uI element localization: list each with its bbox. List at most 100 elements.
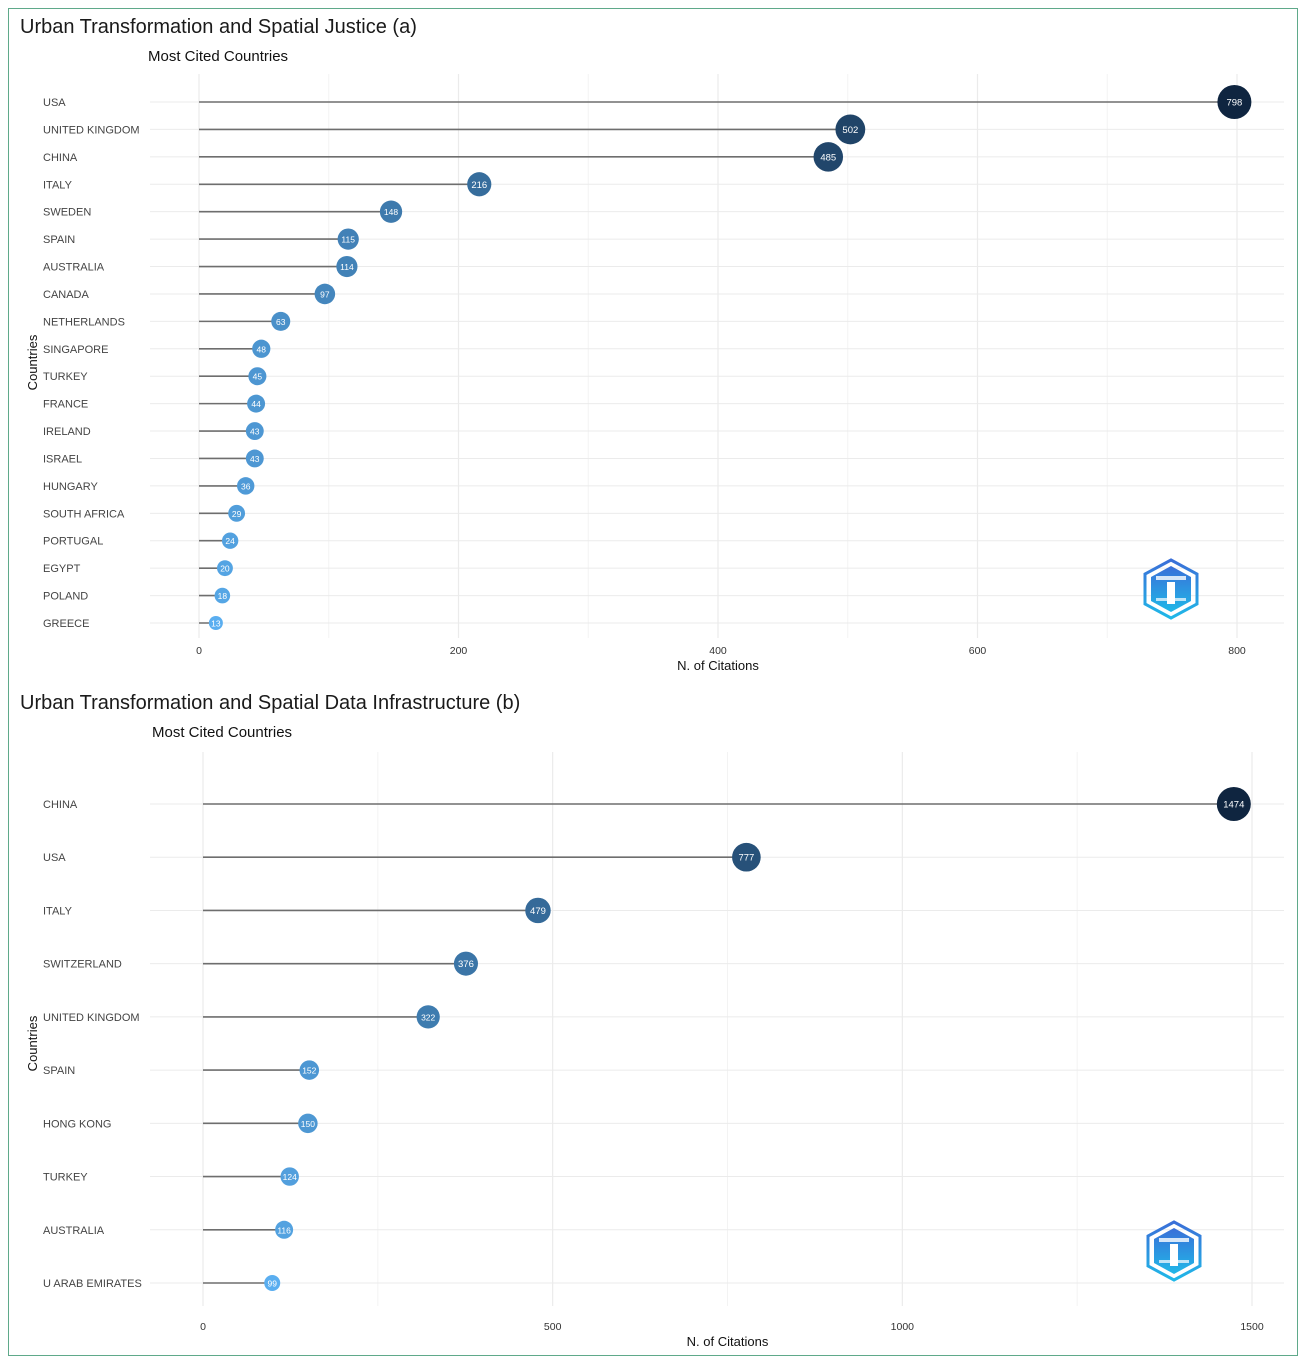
value-label: 216: [471, 180, 487, 191]
panel-b-subtitle: Most Cited Countries: [152, 724, 293, 741]
category-label: FRANCE: [43, 399, 88, 411]
hexagon-lighthouse-logo-icon: [1146, 1220, 1202, 1282]
category-label: PORTUGAL: [43, 536, 103, 548]
panel-a-title: Urban Transformation and Spatial Justice…: [20, 16, 417, 38]
value-label: 99: [267, 1279, 277, 1289]
value-label: 322: [421, 1012, 435, 1022]
category-label: CANADA: [43, 289, 90, 301]
value-label: 798: [1226, 98, 1242, 109]
x-tick-label: 0: [196, 645, 202, 657]
x-tick-label: 500: [544, 1321, 562, 1333]
value-label: 1474: [1223, 800, 1244, 811]
x-tick-label: 0: [200, 1321, 206, 1333]
category-label: SWITZERLAND: [43, 959, 122, 971]
value-label: 18: [218, 591, 228, 601]
category-label: SOUTH AFRICA: [43, 508, 125, 520]
category-label: HONG KONG: [43, 1118, 111, 1130]
lollipop-dot: [228, 504, 246, 522]
y-axis-label: Countries: [25, 1015, 40, 1071]
x-tick-label: 200: [450, 645, 468, 657]
lollipop-dot: [280, 1167, 299, 1186]
lollipop-dot: [467, 172, 492, 197]
value-label: 116: [277, 1225, 291, 1235]
lollipop-dot: [247, 394, 266, 413]
value-label: 376: [458, 959, 474, 970]
value-label: 45: [253, 372, 263, 382]
x-tick-label: 1500: [1240, 1321, 1264, 1333]
lollipop-dot: [245, 449, 264, 468]
value-label: 63: [276, 317, 286, 327]
y-axis-label: Countries: [25, 334, 40, 390]
x-axis-label: N. of Citations: [687, 1334, 769, 1349]
value-label: 485: [820, 152, 836, 163]
value-label: 36: [241, 481, 251, 491]
category-label: NETHERLANDS: [43, 316, 125, 328]
hexagon-lighthouse-logo-icon: [1143, 558, 1199, 620]
panel-b-title: Urban Transformation and Spatial Data In…: [20, 692, 521, 714]
lollipop-dot: [525, 897, 551, 924]
value-label: 13: [211, 619, 221, 629]
x-tick-label: 600: [969, 645, 987, 657]
category-label: SWEDEN: [43, 207, 91, 219]
value-label: 150: [301, 1119, 315, 1129]
lollipop-dot: [337, 228, 359, 250]
category-label: ITALY: [43, 905, 73, 917]
category-label: CHINA: [43, 799, 78, 811]
lollipop-dot: [252, 339, 271, 358]
x-axis-label: N. of Citations: [677, 658, 759, 673]
category-label: AUSTRALIA: [43, 262, 105, 274]
value-label: 43: [250, 427, 260, 437]
value-label: 479: [530, 906, 546, 917]
lollipop-dot: [453, 951, 478, 976]
category-label: CHINA: [43, 152, 78, 164]
value-label: 124: [283, 1172, 297, 1182]
lollipop-dot: [245, 422, 264, 441]
value-label: 48: [257, 344, 267, 354]
value-label: 20: [220, 564, 230, 574]
lollipop-dot: [314, 283, 336, 305]
category-label: USA: [43, 852, 66, 864]
lollipop-dot: [835, 114, 866, 145]
value-label: 44: [251, 399, 261, 409]
value-label: 24: [225, 536, 235, 546]
value-label: 97: [320, 289, 330, 299]
lollipop-dot: [217, 560, 233, 577]
lollipop-dot: [275, 1220, 294, 1239]
value-label: 148: [384, 207, 398, 217]
x-tick-label: 1000: [891, 1321, 915, 1333]
category-label: SINGAPORE: [43, 344, 108, 356]
lollipop-dot: [813, 142, 844, 172]
lollipop-dot: [221, 532, 239, 549]
value-label: 777: [738, 853, 754, 864]
category-label: ISRAEL: [43, 453, 82, 465]
category-label: SPAIN: [43, 234, 75, 246]
lollipop-dot: [416, 1005, 440, 1029]
category-label: UNITED KINGDOM: [43, 1012, 140, 1024]
category-label: SPAIN: [43, 1065, 75, 1077]
lollipop-dot: [264, 1275, 281, 1291]
lollipop-dot: [236, 477, 255, 495]
lollipop-dot: [299, 1060, 320, 1080]
lollipop-dot: [1217, 85, 1252, 119]
lollipop-dot: [214, 587, 231, 604]
category-label: TURKEY: [43, 371, 88, 383]
category-label: ITALY: [43, 179, 73, 191]
lollipop-dot: [732, 842, 761, 872]
figure-frame: [8, 8, 1298, 1356]
chart-a: 0 200 400 600 800 N. of Citations Countries USA…: [25, 74, 1284, 673]
category-label: USA: [43, 97, 66, 109]
category-label: U ARAB EMIRATES: [43, 1278, 142, 1290]
value-label: 114: [340, 262, 354, 272]
lollipop-dot: [379, 200, 403, 223]
lollipop-dot: [1216, 787, 1251, 821]
value-label: 502: [842, 125, 858, 136]
lollipop-dot: [248, 367, 267, 386]
lollipop-dot: [271, 311, 291, 331]
category-label: POLAND: [43, 591, 88, 603]
lollipop-dot: [336, 255, 358, 278]
category-label: TURKEY: [43, 1172, 88, 1184]
panel-a-subtitle: Most Cited Countries: [148, 48, 289, 65]
category-label: IRELAND: [43, 426, 91, 438]
category-label: HUNGARY: [43, 481, 98, 493]
